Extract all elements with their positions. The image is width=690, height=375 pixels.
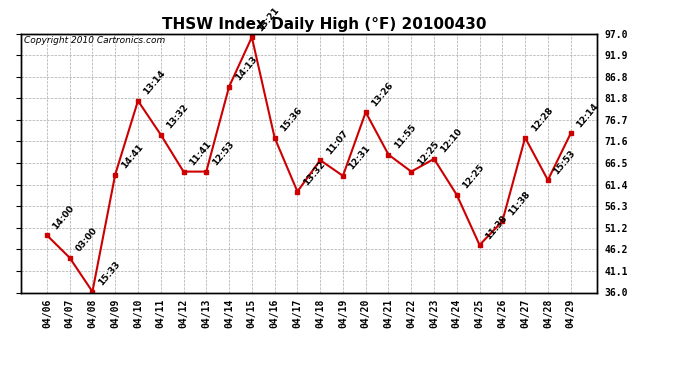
Text: 11:41: 11:41 — [188, 140, 213, 168]
Text: 14:00: 14:00 — [51, 204, 77, 231]
Text: 11:38: 11:38 — [506, 189, 532, 217]
Text: 03:00: 03:00 — [74, 226, 99, 254]
Text: 13:32: 13:32 — [165, 103, 190, 130]
Text: 12:53: 12:53 — [210, 140, 236, 168]
Text: 13:26: 13:26 — [370, 80, 395, 108]
Text: 14:41: 14:41 — [119, 142, 145, 170]
Text: THSW Index Daily High (°F) 20100430: THSW Index Daily High (°F) 20100430 — [162, 17, 486, 32]
Text: 13:32: 13:32 — [302, 160, 327, 188]
Text: 12:10: 12:10 — [438, 127, 464, 155]
Text: 12:25: 12:25 — [415, 140, 441, 168]
Text: 15:33: 15:33 — [97, 260, 122, 288]
Text: 13:21: 13:21 — [256, 5, 282, 33]
Text: 15:53: 15:53 — [552, 148, 578, 176]
Text: 12:14: 12:14 — [575, 102, 600, 129]
Text: 12:25: 12:25 — [461, 163, 486, 191]
Text: 13:14: 13:14 — [142, 69, 168, 97]
Text: 11:55: 11:55 — [393, 123, 418, 150]
Text: Copyright 2010 Cartronics.com: Copyright 2010 Cartronics.com — [23, 36, 165, 45]
Text: 12:28: 12:28 — [529, 106, 555, 134]
Text: 11:38: 11:38 — [484, 213, 509, 241]
Text: 14:13: 14:13 — [233, 55, 259, 82]
Text: 12:31: 12:31 — [347, 144, 373, 172]
Text: 11:07: 11:07 — [324, 128, 350, 156]
Text: 15:36: 15:36 — [279, 106, 304, 134]
